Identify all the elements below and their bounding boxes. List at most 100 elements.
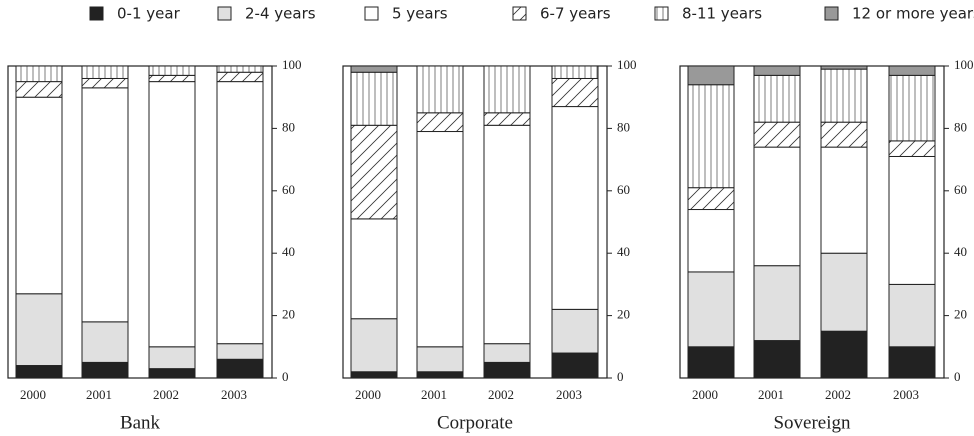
y-tick-label: 20 — [617, 307, 630, 322]
x-tick-label: 2000 — [355, 387, 381, 402]
y-tick-label: 0 — [617, 369, 624, 384]
bar-segment — [753, 74, 801, 123]
bar-segment — [81, 65, 129, 79]
y-tick-label: 0 — [954, 369, 961, 384]
legend-label: 5 years — [392, 5, 448, 23]
bar-segment — [350, 318, 398, 373]
y-tick-label: 100 — [282, 57, 302, 72]
x-tick-label: 2002 — [825, 387, 851, 402]
bar-segment — [687, 346, 735, 379]
bar-segment — [753, 265, 801, 342]
bar-segment — [81, 87, 129, 323]
bar-segment — [350, 371, 398, 379]
legend-label: 6-7 years — [540, 5, 611, 23]
y-tick-label: 60 — [282, 182, 295, 197]
legend-swatch — [512, 6, 527, 21]
bar-segment — [687, 271, 735, 348]
bar-segment — [687, 84, 735, 189]
bar-segment — [820, 252, 868, 332]
bar-segment — [687, 187, 735, 211]
y-tick-label: 80 — [617, 119, 630, 134]
bar-segment — [81, 361, 129, 379]
x-tick-label: 2003 — [221, 387, 247, 402]
y-tick-label: 40 — [282, 244, 295, 259]
bar-segment — [148, 346, 196, 370]
bar-segment — [148, 81, 196, 348]
bar-segment — [216, 71, 264, 83]
bar-segment — [416, 131, 464, 348]
legend-label: 12 or more years — [852, 5, 974, 23]
bar-segment — [551, 77, 599, 108]
y-tick-label: 20 — [282, 307, 295, 322]
bar-segment — [148, 65, 196, 76]
y-tick-label: 20 — [954, 307, 967, 322]
bar-segment — [820, 146, 868, 254]
bar-segment — [888, 346, 936, 379]
bar-segment — [15, 96, 63, 295]
y-tick-label: 60 — [954, 182, 967, 197]
bar-segment — [753, 146, 801, 267]
x-tick-label: 2002 — [488, 387, 514, 402]
bar-segment — [888, 155, 936, 285]
bar-segment — [15, 293, 63, 367]
x-tick-label: 2000 — [692, 387, 718, 402]
bar-segment — [15, 365, 63, 379]
bar-segment — [820, 330, 868, 379]
bar-segment — [888, 283, 936, 348]
bar-segment — [551, 308, 599, 354]
bar-segment — [416, 65, 464, 114]
bar-segment — [350, 124, 398, 220]
bar-segment — [416, 371, 464, 379]
x-tick-label: 2003 — [556, 387, 582, 402]
y-tick-label: 40 — [954, 244, 967, 259]
x-tick-label: 2002 — [153, 387, 179, 402]
legend-swatch — [217, 6, 232, 21]
legend-label: 0-1 year — [117, 5, 181, 23]
bar-segment — [148, 74, 196, 83]
panel-frame — [679, 65, 945, 379]
legend-swatch — [654, 6, 669, 21]
panel-frame — [7, 65, 273, 379]
x-tick-label: 2001 — [758, 387, 784, 402]
bar-segment — [888, 74, 936, 142]
x-tick-label: 2001 — [86, 387, 112, 402]
bar-segment — [81, 321, 129, 363]
bar-segment — [416, 112, 464, 133]
legend-label: 2-4 years — [245, 5, 316, 23]
bar-segment — [820, 65, 868, 70]
bar-segment — [350, 218, 398, 320]
bar-segment — [753, 121, 801, 148]
bar-segment — [820, 121, 868, 148]
bar-segment — [483, 112, 531, 126]
legend-swatch — [824, 6, 839, 21]
bar-segment — [888, 65, 936, 76]
y-tick-label: 60 — [617, 182, 630, 197]
legend-swatch — [89, 6, 104, 21]
bar-segment — [350, 65, 398, 73]
bar-segment — [753, 65, 801, 76]
bar-segment — [687, 209, 735, 273]
bar-segment — [687, 65, 735, 86]
bar-segment — [216, 358, 264, 379]
bar-segment — [416, 346, 464, 373]
x-tick-label: 2001 — [421, 387, 447, 402]
y-tick-label: 100 — [954, 57, 974, 72]
bar-segment — [753, 340, 801, 379]
y-tick-label: 80 — [954, 119, 967, 134]
bar-segment — [483, 343, 531, 363]
bar-segment — [483, 124, 531, 345]
bar-segment — [483, 361, 531, 379]
bar-segment — [551, 106, 599, 310]
panel-title: Sovereign — [773, 412, 851, 433]
y-tick-label: 40 — [617, 244, 630, 259]
bar-segment — [148, 368, 196, 379]
legend-label: 8-11 years — [682, 5, 762, 23]
bar-segment — [216, 81, 264, 345]
bar-segment — [820, 68, 868, 123]
panel-title: Corporate — [437, 412, 513, 433]
bar-segment — [216, 65, 264, 73]
x-tick-label: 2000 — [20, 387, 46, 402]
y-tick-label: 80 — [282, 119, 295, 134]
bar-segment — [81, 77, 129, 89]
bar-segment — [216, 343, 264, 360]
